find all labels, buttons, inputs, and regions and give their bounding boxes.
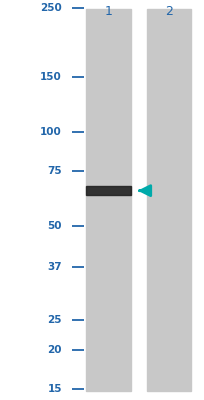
Text: 37: 37: [47, 262, 62, 272]
Text: 1: 1: [104, 5, 112, 18]
Text: 150: 150: [40, 72, 62, 82]
Text: 25: 25: [47, 315, 62, 325]
Bar: [86, 9, 130, 391]
Text: 100: 100: [40, 127, 62, 137]
Text: 50: 50: [47, 221, 62, 231]
Bar: [86, 186, 130, 195]
Text: 2: 2: [164, 5, 172, 18]
Bar: [146, 9, 191, 391]
Text: 20: 20: [47, 345, 62, 355]
Text: 250: 250: [40, 3, 62, 13]
Text: 15: 15: [47, 384, 62, 394]
Text: 75: 75: [47, 166, 62, 176]
